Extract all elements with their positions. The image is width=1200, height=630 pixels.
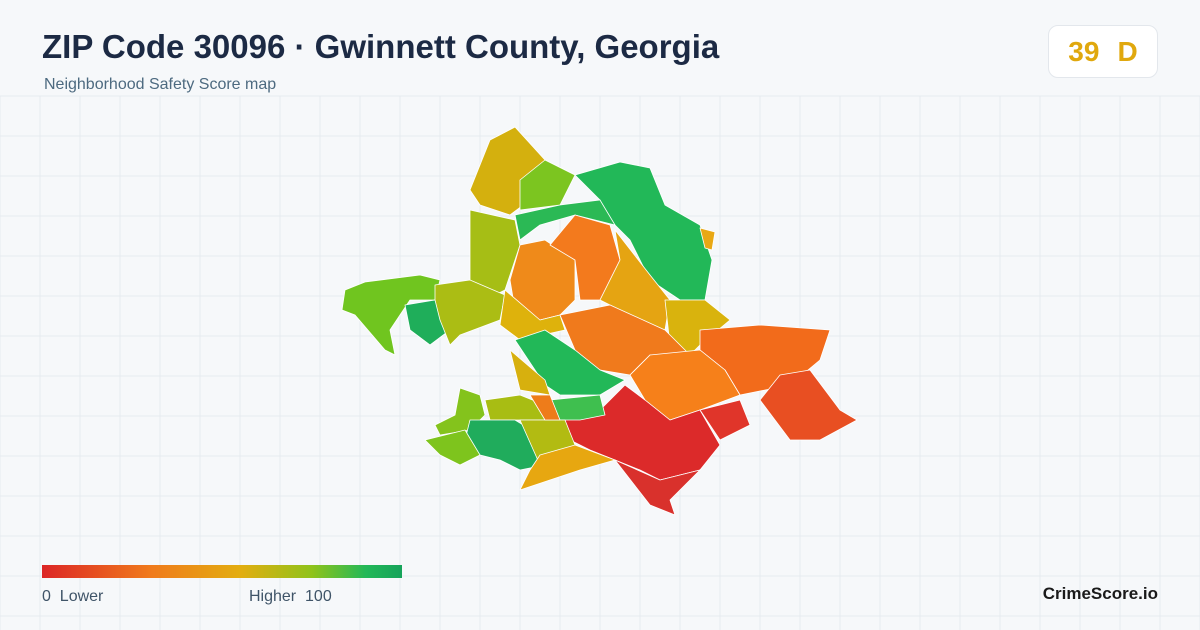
region bbox=[759, 369, 858, 441]
brand: CrimeScore.io bbox=[1042, 584, 1158, 603]
region bbox=[424, 429, 481, 466]
region bbox=[614, 459, 701, 516]
region bbox=[699, 399, 751, 441]
legend-max: 100 bbox=[305, 588, 332, 605]
score-badge: 39 D bbox=[1048, 25, 1158, 78]
region bbox=[529, 394, 561, 421]
region bbox=[341, 274, 441, 356]
score-value: 39 bbox=[1068, 35, 1100, 67]
region bbox=[549, 214, 621, 301]
neighborhoods bbox=[341, 126, 858, 516]
legend-low: 0 Lower bbox=[42, 588, 103, 606]
score-grade: D bbox=[1117, 35, 1138, 67]
title: ZIP Code 30096 · Gwinnett County, Georgi… bbox=[42, 28, 720, 65]
subtitle: Neighborhood Safety Score map bbox=[44, 76, 277, 93]
legend-min-label: Lower bbox=[59, 588, 104, 605]
region bbox=[434, 279, 506, 346]
region bbox=[514, 199, 616, 241]
region bbox=[519, 444, 616, 491]
legend-gradient bbox=[42, 565, 402, 578]
legend-min: 0 bbox=[42, 588, 51, 605]
legend-max-label: Higher bbox=[249, 588, 297, 605]
region bbox=[499, 289, 566, 341]
legend-high: Higher 100 bbox=[249, 588, 332, 606]
region bbox=[519, 159, 576, 211]
region bbox=[699, 227, 716, 251]
